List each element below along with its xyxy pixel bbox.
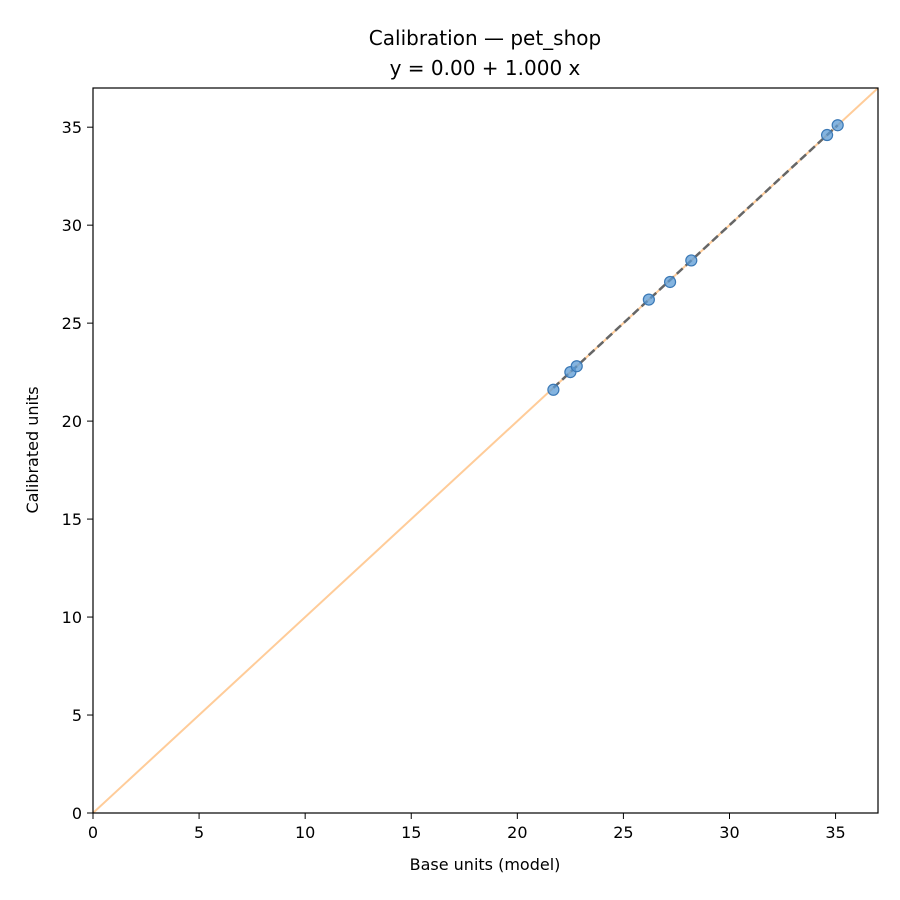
y-tick-label-0: 0 (72, 804, 82, 823)
y-tick-label-10: 10 (62, 608, 82, 627)
x-tick-label-25: 25 (613, 823, 633, 842)
data-point-3 (642, 293, 655, 306)
y-tick-label-35: 35 (62, 118, 82, 137)
plot-area (92, 87, 879, 814)
data-point-7 (831, 119, 844, 132)
x-tick-label-0: 0 (88, 823, 98, 842)
y-tick-label-15: 15 (62, 510, 82, 529)
chart-title: Calibration — pet_shop (369, 26, 601, 50)
x-tick-label-15: 15 (401, 823, 421, 842)
data-point-0 (547, 383, 560, 396)
identity-line (93, 88, 878, 813)
data-point-2 (570, 360, 583, 373)
x-tick-label-30: 30 (719, 823, 739, 842)
x-tick-label-35: 35 (825, 823, 845, 842)
y-tick-label-5: 5 (72, 706, 82, 725)
plot-frame (92, 87, 879, 814)
y-axis-label: Calibrated units (23, 386, 42, 513)
x-tick-label-10: 10 (295, 823, 315, 842)
plot-inner (93, 88, 878, 813)
data-point-6 (820, 128, 834, 142)
data-point-5 (685, 254, 698, 267)
y-tick-label-25: 25 (62, 314, 82, 333)
y-tick-label-20: 20 (62, 412, 82, 431)
x-axis-label: Base units (model) (410, 855, 561, 874)
x-tick-label-5: 5 (194, 823, 204, 842)
axis-ticks: 0 5 10 15 20 25 30 35 0 5 10 15 20 25 30 35 (62, 118, 846, 842)
y-tick-label-30: 30 (62, 216, 82, 235)
x-tick-label-20: 20 (507, 823, 527, 842)
chart-subtitle: y = 0.00 + 1.000 x (390, 56, 581, 80)
data-point-4 (663, 275, 677, 289)
